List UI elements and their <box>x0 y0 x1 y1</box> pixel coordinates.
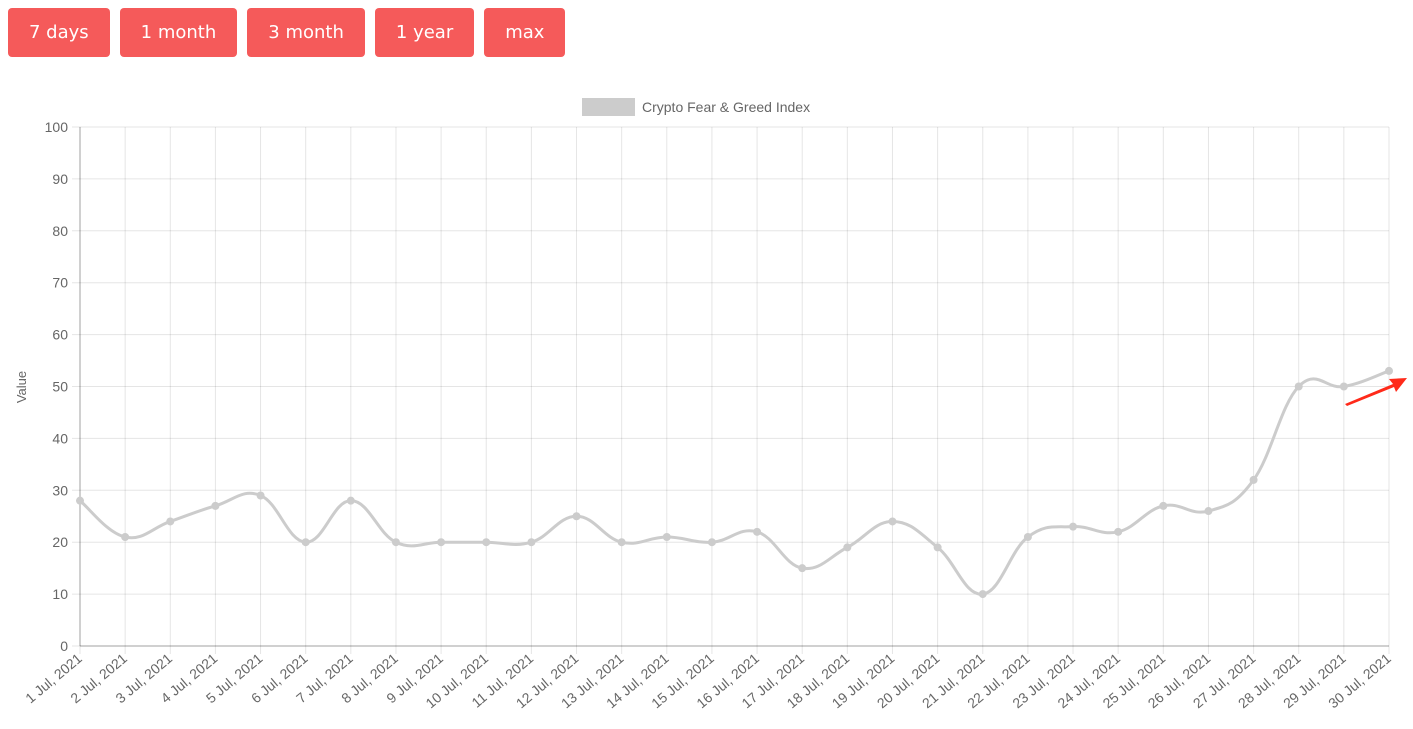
data-point <box>1114 527 1123 536</box>
data-point <box>617 538 626 547</box>
data-point <box>843 543 852 552</box>
data-point <box>1294 382 1303 391</box>
y-tick-label: 0 <box>60 638 68 654</box>
data-point <box>933 543 942 552</box>
range-button[interactable]: 1 month <box>119 8 238 57</box>
data-point <box>1339 382 1348 391</box>
grid <box>72 126 1390 654</box>
annotation-arrow <box>1345 378 1407 406</box>
data-point <box>1204 507 1213 516</box>
legend-label: Crypto Fear & Greed Index <box>642 99 810 115</box>
y-tick-label: 30 <box>52 482 68 498</box>
data-point <box>121 533 130 542</box>
data-point <box>211 501 220 510</box>
data-point <box>978 590 987 599</box>
data-point <box>346 496 355 505</box>
data-point <box>391 538 400 547</box>
y-tick-label: 70 <box>52 275 68 291</box>
data-point <box>166 517 175 526</box>
range-button[interactable]: 3 month <box>247 8 365 57</box>
data-point <box>798 564 807 573</box>
y-tick-label: 40 <box>52 430 68 446</box>
range-buttons: 7 days 1 month 3 month 1 year max <box>8 8 566 57</box>
data-point <box>482 538 491 547</box>
y-tick-label: 100 <box>45 119 69 135</box>
y-tick-label: 60 <box>52 327 68 343</box>
y-tick-label: 20 <box>52 534 68 550</box>
legend-swatch <box>582 98 635 116</box>
data-point <box>437 538 446 547</box>
data-point <box>1159 501 1168 510</box>
y-axis-title: Value <box>14 371 29 403</box>
data-point <box>256 491 265 500</box>
series-line <box>79 369 1390 596</box>
y-tick-label: 80 <box>52 223 68 239</box>
data-point <box>1023 533 1032 542</box>
range-button[interactable]: 7 days <box>8 8 110 57</box>
data-point <box>527 538 536 547</box>
y-tick-label: 90 <box>52 171 68 187</box>
data-point <box>662 533 671 542</box>
data-point <box>888 517 897 526</box>
data-point <box>707 538 716 547</box>
data-point <box>1069 522 1078 531</box>
data-point <box>1249 475 1258 484</box>
data-point <box>1385 366 1393 375</box>
range-button[interactable]: 1 year <box>374 8 475 57</box>
data-point <box>572 512 581 521</box>
range-button[interactable]: max <box>484 8 566 57</box>
data-point <box>76 496 84 505</box>
y-tick-label: 10 <box>52 586 68 602</box>
data-point <box>753 527 762 536</box>
data-point <box>301 538 310 547</box>
y-tick-label: 50 <box>52 379 68 395</box>
